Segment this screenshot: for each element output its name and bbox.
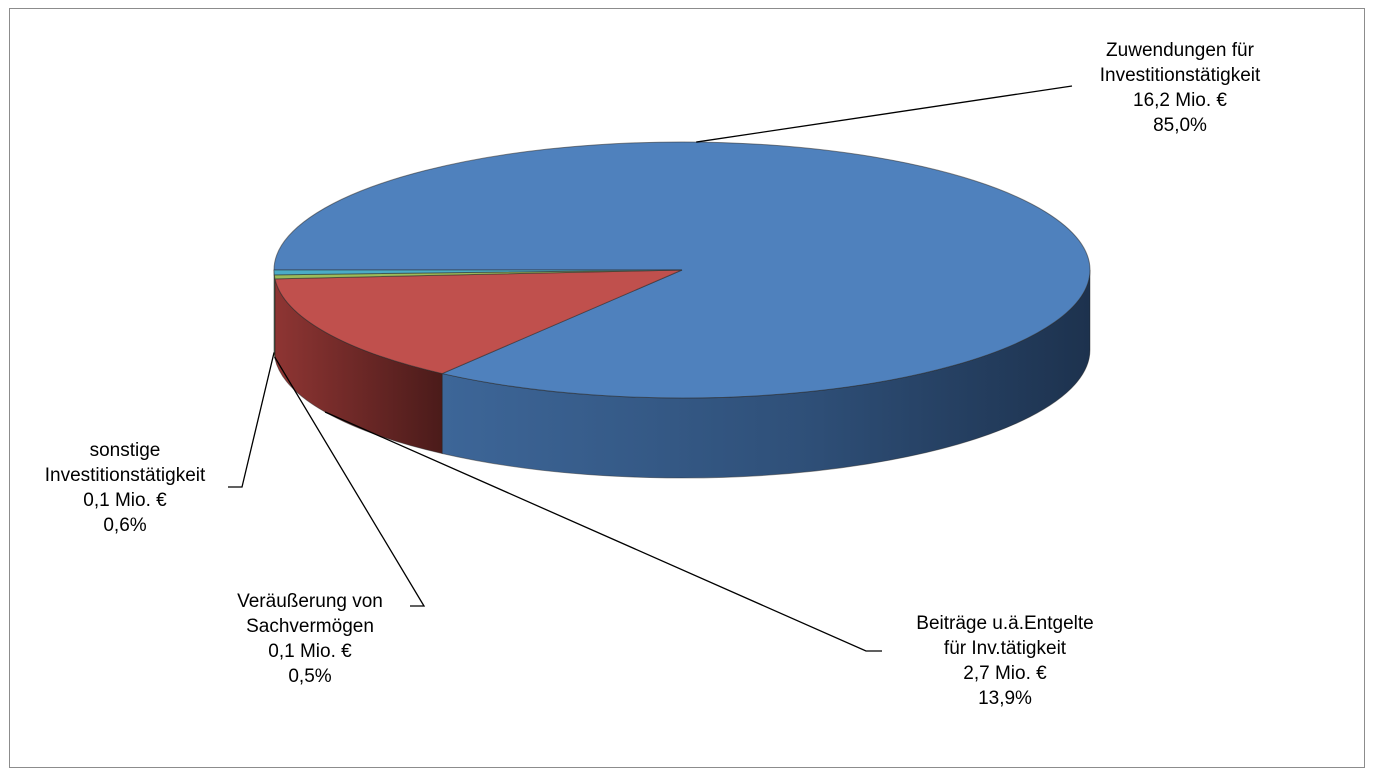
label-zuwendungen: Zuwendungen für Investitionstätigkeit 16… bbox=[1060, 38, 1300, 138]
label-beitraege-name-1: Beiträge u.ä.Entgelte bbox=[870, 611, 1140, 636]
label-sonstige-name-2: Investitionstätigkeit bbox=[5, 463, 245, 488]
label-veraeusserung-percent: 0,5% bbox=[195, 664, 425, 689]
label-zuwendungen-name-1: Zuwendungen für bbox=[1060, 38, 1300, 63]
label-veraeusserung-name-1: Veräußerung von bbox=[195, 589, 425, 614]
label-veraeusserung-name-2: Sachvermögen bbox=[195, 614, 425, 639]
label-zuwendungen-name-2: Investitionstätigkeit bbox=[1060, 63, 1300, 88]
label-sonstige-percent: 0,6% bbox=[5, 513, 245, 538]
label-veraeusserung: Veräußerung von Sachvermögen 0,1 Mio. € … bbox=[195, 589, 425, 689]
leader-zuwendungen bbox=[696, 86, 1072, 142]
label-beitraege-percent: 13,9% bbox=[870, 686, 1140, 711]
label-sonstige-value: 0,1 Mio. € bbox=[5, 488, 245, 513]
label-zuwendungen-percent: 85,0% bbox=[1060, 113, 1300, 138]
label-beitraege-name-2: für Inv.tätigkeit bbox=[870, 636, 1140, 661]
label-beitraege-value: 2,7 Mio. € bbox=[870, 661, 1140, 686]
label-sonstige-name-1: sonstige bbox=[5, 438, 245, 463]
label-sonstige: sonstige Investitionstätigkeit 0,1 Mio. … bbox=[5, 438, 245, 538]
label-beitraege: Beiträge u.ä.Entgelte für Inv.tätigkeit … bbox=[870, 611, 1140, 711]
label-veraeusserung-value: 0,1 Mio. € bbox=[195, 639, 425, 664]
label-zuwendungen-value: 16,2 Mio. € bbox=[1060, 88, 1300, 113]
